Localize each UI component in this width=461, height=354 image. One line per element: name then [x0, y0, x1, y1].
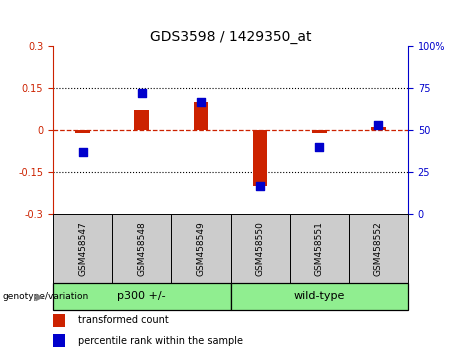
Text: percentile rank within the sample: percentile rank within the sample: [78, 336, 243, 346]
Text: p300 +/-: p300 +/-: [118, 291, 166, 302]
Point: [79, 149, 86, 155]
Text: GSM458549: GSM458549: [196, 221, 206, 276]
Point: [375, 122, 382, 128]
Text: GSM458548: GSM458548: [137, 221, 146, 276]
Bar: [253, 130, 267, 186]
Bar: [53, 314, 65, 327]
Text: GSM458547: GSM458547: [78, 221, 87, 276]
Text: transformed count: transformed count: [78, 315, 169, 325]
Title: GDS3598 / 1429350_at: GDS3598 / 1429350_at: [150, 30, 311, 44]
Bar: [230, 283, 408, 310]
Bar: [53, 334, 65, 347]
Point: [315, 144, 323, 150]
Text: GSM458550: GSM458550: [255, 221, 265, 276]
Text: genotype/variation: genotype/variation: [2, 292, 89, 301]
Bar: [371, 127, 386, 130]
Bar: [75, 130, 90, 133]
Bar: [171, 214, 230, 283]
Bar: [349, 214, 408, 283]
Bar: [194, 102, 208, 130]
Bar: [53, 214, 112, 283]
Bar: [230, 214, 290, 283]
Bar: [134, 110, 149, 130]
Point: [197, 99, 205, 104]
Bar: [53, 283, 230, 310]
Point: [138, 90, 145, 96]
Bar: [112, 214, 171, 283]
Bar: [290, 214, 349, 283]
Point: [256, 183, 264, 188]
Text: GSM458552: GSM458552: [374, 221, 383, 276]
Bar: [312, 130, 327, 133]
Text: GSM458551: GSM458551: [315, 221, 324, 276]
Text: wild-type: wild-type: [294, 291, 345, 302]
Text: ▶: ▶: [36, 291, 44, 302]
